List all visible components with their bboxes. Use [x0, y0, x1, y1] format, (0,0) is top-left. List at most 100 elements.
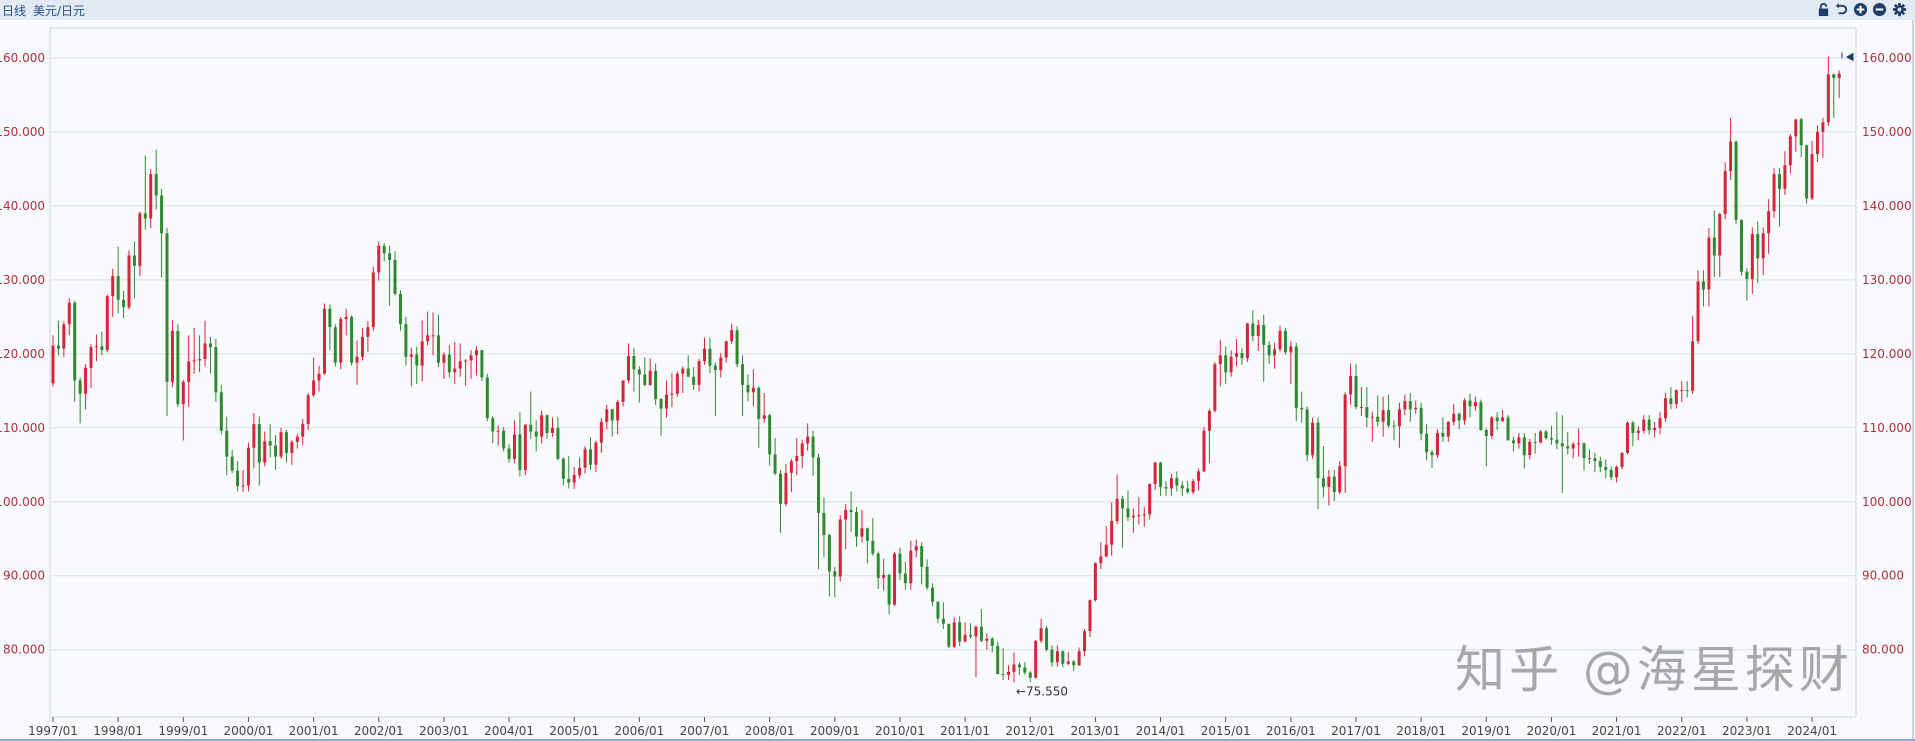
candle	[632, 347, 636, 392]
candle-body	[637, 369, 641, 375]
candle-body	[409, 354, 413, 357]
candle-body	[578, 467, 582, 476]
candle-body	[464, 360, 468, 362]
candle-body	[1169, 478, 1173, 489]
candle-body	[350, 316, 354, 363]
candle-body	[491, 418, 495, 432]
candle	[909, 540, 913, 590]
candle	[757, 386, 761, 448]
bottom-border	[0, 739, 1915, 741]
candle	[1240, 347, 1244, 365]
candle-body	[78, 380, 82, 394]
candle-body	[1403, 401, 1407, 410]
candle-body	[73, 302, 77, 381]
x-tick-label: 2015/01	[1201, 724, 1251, 738]
undo-icon[interactable]	[1834, 2, 1849, 17]
candle-body	[306, 395, 310, 425]
candle-body	[730, 330, 734, 342]
candle-body	[398, 293, 402, 325]
candle	[1164, 481, 1168, 496]
candle-body	[312, 380, 316, 396]
candle	[507, 444, 511, 463]
candle-body	[263, 441, 267, 463]
period-label[interactable]: 日线	[2, 4, 27, 18]
candle	[1034, 640, 1038, 679]
y-tick-label-left: 160.000	[0, 51, 45, 65]
lock-icon[interactable]	[1816, 2, 1831, 17]
candle-body	[1066, 661, 1070, 664]
symbol-label[interactable]: 美元/日元	[33, 4, 86, 18]
candle	[1674, 389, 1678, 409]
candle-body	[1468, 400, 1472, 407]
candle-body	[1761, 233, 1765, 259]
right-border	[1912, 20, 1914, 741]
candle	[1397, 402, 1401, 448]
candle-body	[1517, 437, 1521, 444]
candle-body	[480, 350, 484, 378]
candle-body	[56, 345, 60, 349]
candle-body	[588, 449, 592, 465]
zoom-out-icon[interactable]	[1872, 2, 1887, 17]
candle-body	[1164, 486, 1168, 489]
candle-body	[789, 461, 793, 473]
x-tick-label: 2003/01	[419, 724, 469, 738]
candle-body	[1826, 74, 1830, 123]
candle-body	[1821, 122, 1825, 132]
candle-body	[855, 512, 859, 537]
candle	[1479, 399, 1483, 431]
candle	[219, 384, 223, 435]
candle	[1718, 212, 1722, 277]
candle-body	[328, 308, 332, 328]
candle	[67, 298, 71, 336]
candle	[1088, 599, 1092, 638]
candle-body	[1332, 476, 1336, 493]
candle-body	[963, 634, 967, 642]
x-tick-label: 2011/01	[940, 724, 990, 738]
candle-body	[1408, 401, 1412, 410]
candle-body	[1354, 376, 1358, 408]
candle-body	[84, 367, 88, 394]
candle	[51, 335, 55, 387]
candle	[1739, 219, 1743, 276]
candle	[659, 398, 663, 436]
candle-body	[1104, 544, 1108, 557]
candle	[377, 241, 381, 281]
candle-body	[1300, 407, 1304, 410]
y-tick-label-right: 130.000	[1862, 273, 1912, 287]
candle-body	[1598, 461, 1602, 467]
candle-body	[279, 432, 283, 457]
candle	[436, 314, 440, 368]
x-tick-label: 2012/01	[1005, 724, 1055, 738]
candle	[1055, 645, 1059, 667]
candle	[1332, 469, 1336, 502]
candle-body	[208, 343, 212, 348]
candle-body	[1414, 407, 1418, 410]
candle	[502, 427, 506, 452]
candle	[686, 355, 690, 377]
candle-body	[626, 356, 630, 381]
candle-body	[1647, 419, 1651, 431]
candle-body	[1142, 514, 1146, 516]
candle	[1327, 469, 1331, 506]
candle-body	[773, 454, 777, 474]
candle	[1251, 310, 1255, 342]
candle	[1582, 442, 1586, 471]
candle-body	[1175, 478, 1179, 486]
zoom-in-icon[interactable]	[1853, 2, 1868, 17]
candle-body	[1560, 443, 1564, 447]
candle	[1316, 417, 1320, 510]
candle-body	[664, 394, 668, 409]
candle	[703, 337, 706, 365]
candle	[1126, 490, 1130, 521]
candle-body	[252, 424, 256, 448]
candle	[1468, 393, 1472, 418]
gear-icon[interactable]	[1892, 2, 1907, 17]
candle	[1349, 363, 1353, 405]
candle	[865, 527, 869, 564]
candle-body	[1511, 440, 1515, 444]
candle-body	[1430, 452, 1434, 456]
candle-body	[214, 347, 218, 393]
candle	[833, 566, 837, 598]
candle-body	[724, 341, 728, 358]
